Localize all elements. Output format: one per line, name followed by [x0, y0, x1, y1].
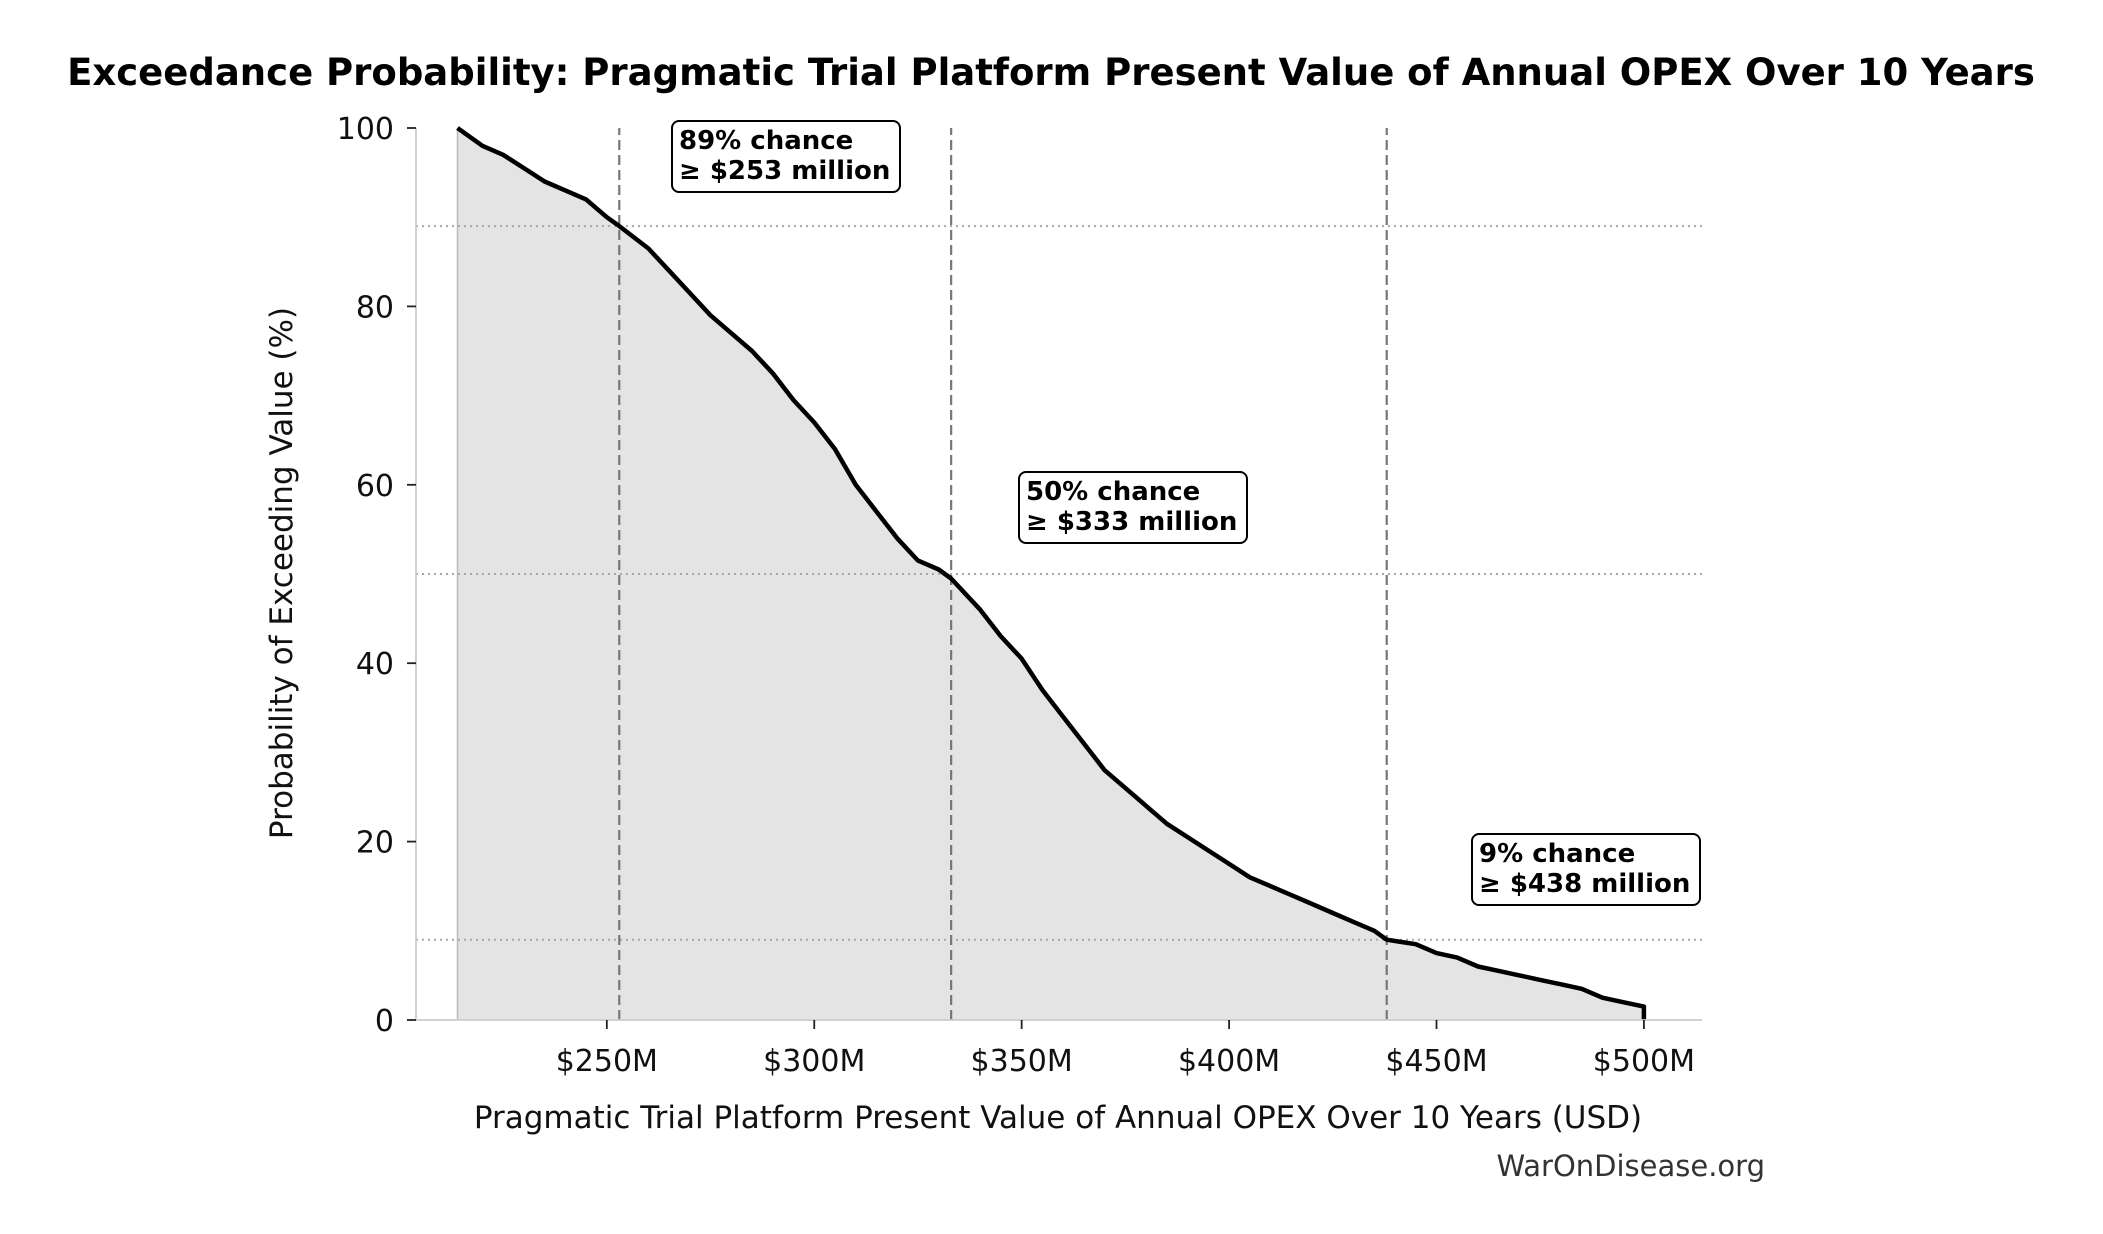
- annotation-line1-2: 9% chance: [1479, 839, 1635, 869]
- x-tick-label-4: $450M: [1385, 1044, 1487, 1079]
- annotation-box-2: 9% chance≥ $438 million: [1471, 833, 1701, 906]
- exceedance-curve: [456, 126, 1647, 1020]
- plot-area: $250M $300M $350M $400M $450M $500M 0 20 40 60 80…: [337, 112, 1702, 1079]
- x-tick-label-2: $350M: [971, 1044, 1073, 1079]
- y-tick-label-4: 80: [356, 290, 394, 325]
- annotation-line1-0: 89% chance: [679, 126, 853, 156]
- threshold-horizontal-lines: [416, 225, 1702, 941]
- y-axis-ticks: 0 20 40 60 80 100: [337, 112, 416, 1039]
- annotation-line1-1: 50% chance: [1026, 477, 1200, 507]
- y-tick-label-5: 100: [337, 112, 394, 147]
- exceedance-area-fill: [457, 128, 1644, 1020]
- annotations: 89% chance≥ $253 million 50% chance≥ $333…: [671, 120, 1701, 906]
- y-axis-label: Probability of Exceeding Value (%): [264, 307, 300, 839]
- y-tick-label-2: 40: [356, 647, 394, 682]
- x-tick-label-3: $400M: [1178, 1044, 1280, 1079]
- annotation-box-1: 50% chance≥ $333 million: [1018, 471, 1248, 544]
- threshold-vertical-lines: [618, 128, 1388, 1020]
- chart-title: Exceedance Probability: Pragmatic Trial …: [67, 51, 2035, 94]
- annotation-box-0: 89% chance≥ $253 million: [671, 120, 901, 193]
- y-tick-label-3: 60: [356, 469, 394, 504]
- x-tick-label-1: $300M: [763, 1044, 865, 1079]
- x-tick-label-5: $500M: [1593, 1044, 1695, 1079]
- annotation-line2-1: ≥ $333 million: [1026, 507, 1237, 537]
- y-tick-label-0: 0: [375, 1004, 394, 1039]
- x-tick-label-0: $250M: [556, 1044, 658, 1079]
- y-tick-label-1: 20: [356, 826, 394, 861]
- watermark: WarOnDisease.org: [1496, 1149, 1765, 1183]
- x-axis-label: Pragmatic Trial Platform Present Value o…: [474, 1100, 1642, 1136]
- x-axis-ticks: $250M $300M $350M $400M $450M $500M: [556, 1020, 1695, 1079]
- annotation-line2-0: ≥ $253 million: [679, 156, 890, 186]
- annotation-line2-2: ≥ $438 million: [1479, 869, 1690, 899]
